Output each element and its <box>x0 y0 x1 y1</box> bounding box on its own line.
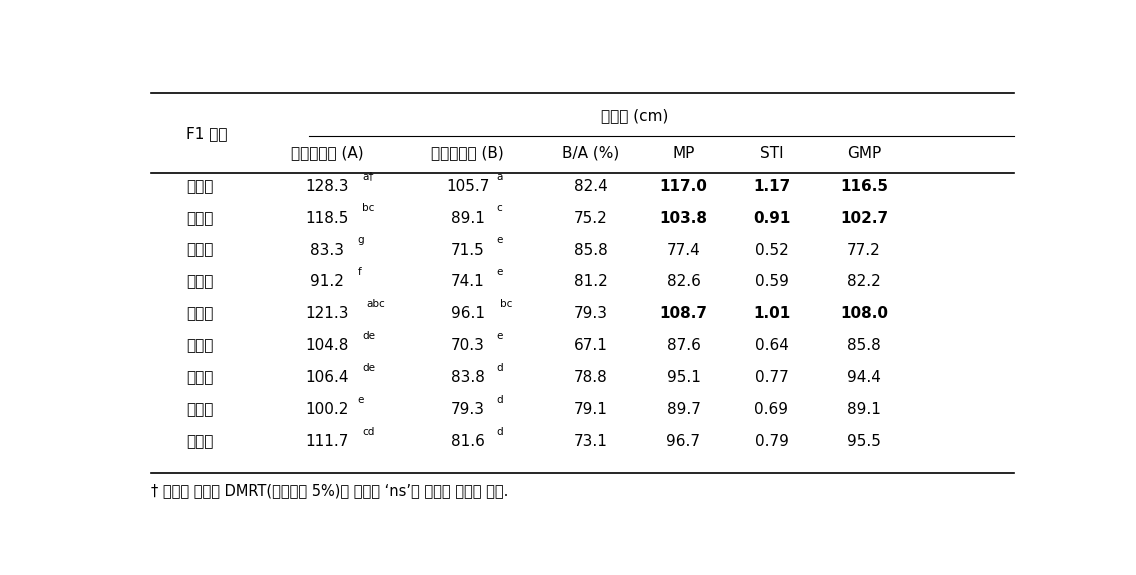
Text: 0.79: 0.79 <box>754 434 788 449</box>
Text: 79.3: 79.3 <box>574 306 608 321</box>
Text: 1.01: 1.01 <box>753 306 791 321</box>
Text: 신광옥: 신광옥 <box>186 243 214 258</box>
Text: 81.2: 81.2 <box>574 274 608 289</box>
Text: 83.8: 83.8 <box>451 370 485 385</box>
Text: 1.17: 1.17 <box>753 179 791 194</box>
Text: g: g <box>358 235 365 246</box>
Text: e: e <box>496 331 502 341</box>
Text: de: de <box>362 331 375 341</box>
Text: 0.69: 0.69 <box>754 402 788 417</box>
Text: 103.8: 103.8 <box>659 210 708 226</box>
Text: 85.8: 85.8 <box>574 243 608 258</box>
Text: STI: STI <box>760 145 784 160</box>
Text: 82.4: 82.4 <box>574 179 608 194</box>
Text: 106.4: 106.4 <box>306 370 349 385</box>
Text: bc: bc <box>362 204 375 213</box>
Text: 77.2: 77.2 <box>847 243 880 258</box>
Text: 장다옥: 장다옥 <box>186 338 214 353</box>
Text: 착수고 (cm): 착수고 (cm) <box>601 108 669 123</box>
Text: 87.6: 87.6 <box>667 338 701 353</box>
Text: 79.1: 79.1 <box>574 402 608 417</box>
Text: 102.7: 102.7 <box>840 210 888 226</box>
Text: B/A (%): B/A (%) <box>562 145 619 160</box>
Text: d: d <box>496 427 502 436</box>
Text: 117.0: 117.0 <box>660 179 708 194</box>
Text: 0.59: 0.59 <box>754 274 788 289</box>
Text: 79.3: 79.3 <box>451 402 485 417</box>
Text: MP: MP <box>673 145 694 160</box>
Text: 70.3: 70.3 <box>451 338 485 353</box>
Text: 78.8: 78.8 <box>574 370 608 385</box>
Text: 0.52: 0.52 <box>754 243 788 258</box>
Text: f: f <box>358 267 361 277</box>
Text: 0.91: 0.91 <box>753 210 791 226</box>
Text: 82.6: 82.6 <box>667 274 701 289</box>
Text: bc: bc <box>500 299 512 309</box>
Text: 96.7: 96.7 <box>667 434 701 449</box>
Text: F1 품종: F1 품종 <box>186 126 227 141</box>
Text: 양안옥: 양안옥 <box>186 306 214 321</box>
Text: 91.2: 91.2 <box>310 274 344 289</box>
Text: 116.5: 116.5 <box>840 179 888 194</box>
Text: d: d <box>496 363 502 373</box>
Text: GMP: GMP <box>846 145 882 160</box>
Text: 89.1: 89.1 <box>847 402 880 417</box>
Text: 121.3: 121.3 <box>306 306 349 321</box>
Text: 105.7: 105.7 <box>446 179 490 194</box>
Text: 96.1: 96.1 <box>451 306 485 321</box>
Text: † 품종간 비교는 DMRT(유의수준 5%)로 하였고 ‘ns’는 품종간 차이가 없음.: † 품종간 비교는 DMRT(유의수준 5%)로 하였고 ‘ns’는 품종간 차… <box>151 483 508 498</box>
Text: e: e <box>496 267 502 277</box>
Text: 95.1: 95.1 <box>667 370 701 385</box>
Text: 74.1: 74.1 <box>451 274 485 289</box>
Text: c: c <box>496 204 502 213</box>
Text: 67.1: 67.1 <box>574 338 608 353</box>
Text: de: de <box>362 363 375 373</box>
Text: 89.1: 89.1 <box>451 210 485 226</box>
Text: 0.64: 0.64 <box>754 338 788 353</box>
Text: 104.8: 104.8 <box>306 338 349 353</box>
Text: 75.2: 75.2 <box>574 210 608 226</box>
Text: e: e <box>496 235 502 246</box>
Text: d: d <box>496 394 502 405</box>
Text: 111.7: 111.7 <box>306 434 349 449</box>
Text: 89.7: 89.7 <box>667 402 701 417</box>
Text: 평안옥: 평안옥 <box>186 434 214 449</box>
Text: a: a <box>496 171 502 182</box>
Text: 청다옥: 청다옥 <box>186 370 214 385</box>
Text: 108.7: 108.7 <box>659 306 708 321</box>
Text: 81.6: 81.6 <box>451 434 485 449</box>
Text: 광평옥: 광평옥 <box>186 210 214 226</box>
Text: 85.8: 85.8 <box>847 338 880 353</box>
Text: 82.2: 82.2 <box>847 274 880 289</box>
Text: 108.0: 108.0 <box>840 306 888 321</box>
Text: 강다옥: 강다옥 <box>186 179 214 194</box>
Text: 100.2: 100.2 <box>306 402 349 417</box>
Text: 128.3: 128.3 <box>306 179 349 194</box>
Text: 71.5: 71.5 <box>451 243 485 258</box>
Text: a†: a† <box>362 171 374 182</box>
Text: 0.77: 0.77 <box>754 370 788 385</box>
Text: 77.4: 77.4 <box>667 243 700 258</box>
Text: 73.1: 73.1 <box>574 434 608 449</box>
Text: 94.4: 94.4 <box>847 370 880 385</box>
Text: 정상수분구 (A): 정상수분구 (A) <box>291 145 364 160</box>
Text: cd: cd <box>362 427 375 436</box>
Text: abc: abc <box>367 299 385 309</box>
Text: 평강옥: 평강옥 <box>186 402 214 417</box>
Text: e: e <box>358 394 364 405</box>
Text: 83.3: 83.3 <box>310 243 344 258</box>
Text: 95.5: 95.5 <box>847 434 880 449</box>
Text: 118.5: 118.5 <box>306 210 349 226</box>
Text: 한발처리구 (B): 한발처리구 (B) <box>432 145 504 160</box>
Text: 안다옥: 안다옥 <box>186 274 214 289</box>
